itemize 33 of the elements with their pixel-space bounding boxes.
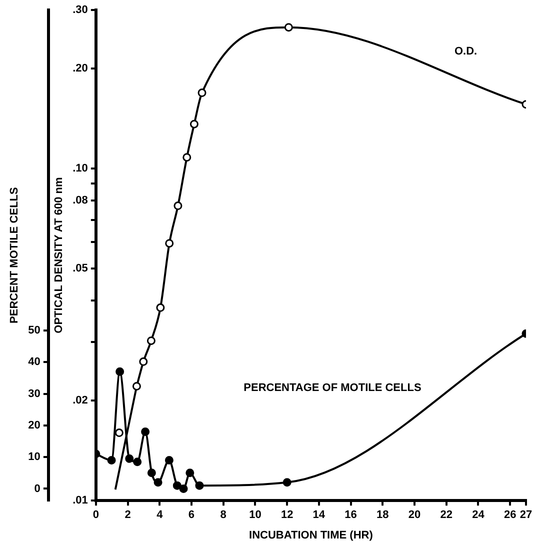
series-label: PERCENTAGE OF MOTILE CELLS	[244, 382, 422, 394]
y2-tick-label: 50	[28, 324, 40, 337]
y2-axis-title: PERCENT MOTILE CELLS	[8, 187, 21, 324]
y-axis-title: OPTICAL DENSITY AT 600 nm	[53, 177, 66, 334]
x-tick-label: 10	[249, 509, 262, 522]
x-axis-title: INCUBATION TIME (HR)	[249, 529, 374, 542]
x-tick-label: 12	[280, 509, 294, 522]
x-tick-label: 20	[408, 509, 421, 522]
x-tick-label: 24	[472, 509, 486, 522]
x-tick-label: 14	[312, 509, 326, 522]
x-tick-label: 26	[504, 509, 516, 522]
x-tick-label: 2	[124, 509, 131, 522]
y-tick-label: .05	[72, 262, 88, 274]
x-tick-label: 0	[92, 509, 99, 522]
y2-tick-label: 20	[28, 419, 40, 432]
y2-tick-label: 0	[34, 482, 40, 495]
x-tick-label: 16	[344, 509, 357, 522]
series-label: O.D.	[454, 46, 478, 58]
y-tick-label: .30	[72, 4, 88, 16]
x-tick-label: 8	[220, 509, 226, 522]
x-tick-label: 4	[156, 509, 164, 522]
y2-tick-label: 30	[28, 388, 40, 400]
y-tick-label: .08	[72, 194, 88, 207]
y2-tick-label: 40	[28, 356, 40, 368]
y-tick-label: .02	[72, 394, 88, 407]
y-tick-label: .20	[72, 62, 88, 75]
y2-tick-label: 10	[28, 451, 40, 464]
x-tick-label: 27	[520, 509, 532, 522]
y-tick-label: .01	[72, 494, 88, 507]
y-tick-label: .10	[72, 162, 88, 174]
x-tick-label: 18	[376, 509, 389, 522]
x-tick-label: 6	[188, 509, 195, 522]
x-tick-label: 22	[440, 509, 452, 522]
